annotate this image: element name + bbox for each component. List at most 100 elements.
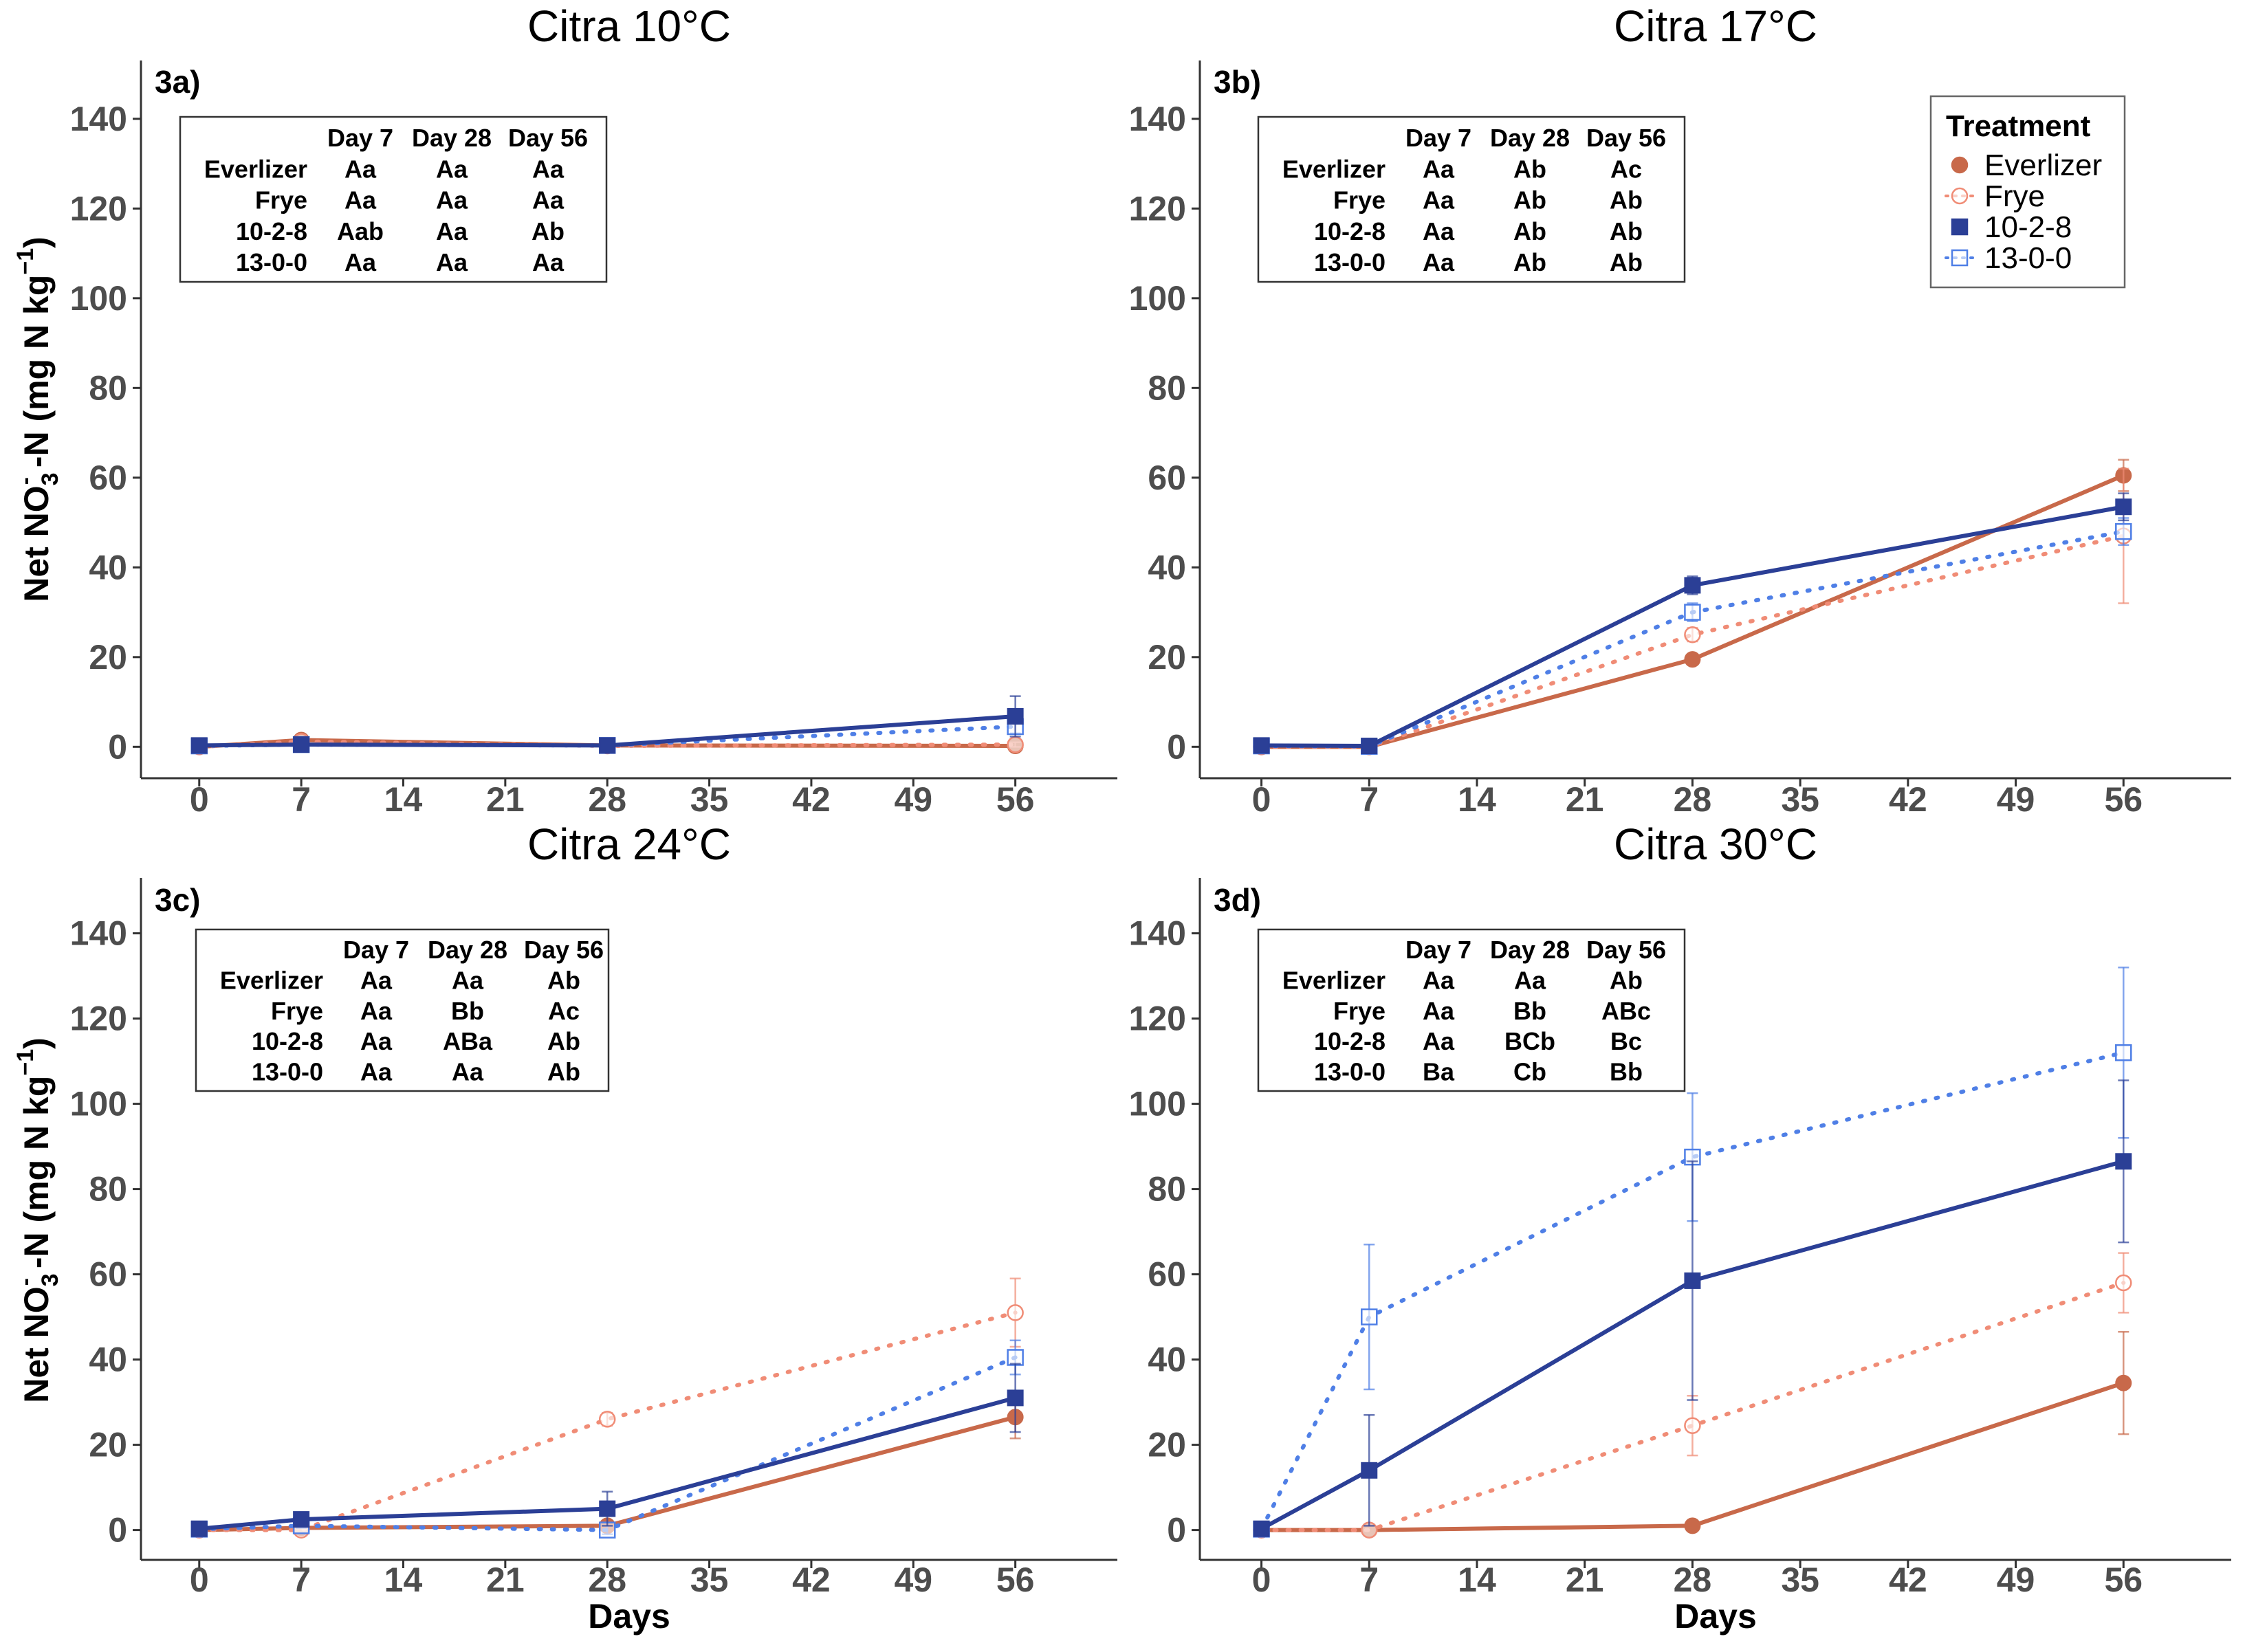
table-row-label: 13-0-0 bbox=[1314, 248, 1386, 276]
data-point bbox=[1684, 1517, 1701, 1534]
data-point bbox=[1684, 626, 1701, 643]
data-point bbox=[2115, 1274, 2132, 1292]
series-line bbox=[197, 1355, 1018, 1532]
x-tick-label: 56 bbox=[996, 780, 1035, 819]
x-axis-label: Days bbox=[1674, 1597, 1757, 1636]
table-cell: Bb bbox=[451, 997, 484, 1025]
series-10-2-8 bbox=[190, 1363, 1024, 1537]
table-header: Day 28 bbox=[428, 936, 507, 964]
x-tick-label: 14 bbox=[384, 780, 423, 819]
series-line bbox=[1259, 1281, 2126, 1532]
y-tick-label: 120 bbox=[70, 189, 127, 228]
table-row-label: Everlizer bbox=[1282, 966, 1386, 994]
data-point bbox=[1684, 604, 1701, 621]
y-tick-label: 120 bbox=[70, 1000, 127, 1038]
x-tick-label: 56 bbox=[2104, 1561, 2143, 1599]
data-point bbox=[1684, 1272, 1701, 1289]
data-point bbox=[1361, 738, 1378, 755]
table-cell: Ab bbox=[1513, 155, 1546, 183]
y-tick-label: 120 bbox=[1129, 1000, 1186, 1038]
x-tick-label: 0 bbox=[190, 780, 209, 819]
data-point bbox=[1007, 1304, 1024, 1321]
y-tick-label: 100 bbox=[1129, 1085, 1186, 1123]
table-cell: Aa bbox=[1423, 217, 1455, 245]
y-tick-label: 20 bbox=[89, 1426, 127, 1464]
data-point bbox=[190, 737, 208, 754]
table-cell: Aa bbox=[360, 966, 393, 994]
table-cell: Ab bbox=[547, 1057, 580, 1086]
y-tick-label: 40 bbox=[89, 1341, 127, 1379]
table-header: Day 56 bbox=[1586, 936, 1666, 964]
table-cell: Aa bbox=[360, 1057, 393, 1086]
legend-item-10-2-8: 10-2-8 bbox=[1951, 210, 2072, 244]
table-cell: ABc bbox=[1601, 997, 1651, 1025]
y-tick-label: 140 bbox=[1129, 100, 1186, 138]
data-point bbox=[1007, 1389, 1024, 1407]
data-point bbox=[190, 1520, 208, 1537]
series-line bbox=[1259, 505, 2126, 749]
table-header: Day 7 bbox=[1405, 124, 1471, 152]
x-tick-label: 14 bbox=[1458, 1561, 1496, 1599]
table-row-label: Frye bbox=[1333, 186, 1386, 214]
legend-item-everlizer: Everlizer bbox=[1951, 148, 2102, 182]
table-row-label: 10-2-8 bbox=[1314, 217, 1386, 245]
table-cell: Aa bbox=[344, 155, 377, 183]
series-line bbox=[197, 714, 1018, 748]
y-tick-label: 20 bbox=[89, 638, 127, 676]
x-tick-label: 0 bbox=[190, 1561, 209, 1599]
y-tick-label: 0 bbox=[1167, 1511, 1186, 1550]
y-tick-label: 60 bbox=[89, 1255, 127, 1294]
table-cell: Ab bbox=[1513, 217, 1546, 245]
legend-marker bbox=[1951, 249, 1969, 267]
table-row-label: Everlizer bbox=[204, 155, 307, 183]
data-point bbox=[293, 736, 310, 753]
panel-title: Citra 30°C bbox=[1614, 819, 1817, 869]
table-cell: Cb bbox=[1513, 1057, 1546, 1086]
table-header: Day 7 bbox=[1405, 936, 1471, 964]
table-cell: Aa bbox=[360, 1027, 393, 1055]
x-tick-label: 42 bbox=[792, 1561, 831, 1599]
table-cell: Aa bbox=[344, 186, 377, 214]
legend-marker bbox=[1951, 156, 1969, 174]
x-tick-label: 28 bbox=[588, 1561, 626, 1599]
x-tick-label: 42 bbox=[1889, 780, 1927, 819]
table-cell: Aa bbox=[436, 186, 468, 214]
table-cell: Ac bbox=[548, 997, 580, 1025]
table-cell: Aa bbox=[1423, 155, 1455, 183]
table-row-label: 10-2-8 bbox=[1314, 1027, 1386, 1055]
x-tick-label: 56 bbox=[996, 1561, 1035, 1599]
panel-title: Citra 17°C bbox=[1614, 1, 1817, 51]
panel-label: 3a) bbox=[155, 64, 200, 100]
x-tick-label: 7 bbox=[292, 780, 311, 819]
data-point bbox=[2115, 522, 2132, 540]
table-row-label: 13-0-0 bbox=[236, 248, 307, 276]
panel-title: Citra 24°C bbox=[527, 819, 731, 869]
x-tick-label: 0 bbox=[1252, 780, 1271, 819]
table-cell: Ab bbox=[1610, 186, 1643, 214]
table-cell: Ab bbox=[1513, 186, 1546, 214]
series-line bbox=[1259, 1159, 2126, 1531]
table-cell: Aa bbox=[532, 248, 565, 276]
table-frame bbox=[179, 115, 608, 283]
table-cell: Aab bbox=[337, 217, 384, 245]
y-tick-label: 20 bbox=[1148, 1426, 1186, 1464]
panel-3c: Citra 24°C 0 20 40 60 80 100 120 140 0 7 14 21 28 35 42… bbox=[12, 819, 1117, 1636]
y-tick-label: 80 bbox=[1148, 368, 1186, 407]
y-tick-label: 0 bbox=[108, 727, 127, 766]
y-tick-label: 140 bbox=[70, 914, 127, 953]
x-tick-label: 28 bbox=[1674, 1561, 1712, 1599]
table-header: Day 28 bbox=[412, 124, 492, 152]
table-cell: Aa bbox=[1423, 966, 1455, 994]
table-cell: Bb bbox=[1513, 997, 1546, 1025]
x-tick-label: 28 bbox=[1674, 780, 1712, 819]
x-tick-label: 35 bbox=[690, 1561, 729, 1599]
table-cell: Ab bbox=[547, 966, 580, 994]
y-tick-label: 60 bbox=[89, 459, 127, 497]
y-tick-label: 40 bbox=[89, 548, 127, 586]
y-tick-label: 40 bbox=[1148, 1341, 1186, 1379]
table-cell: Aa bbox=[532, 155, 565, 183]
x-tick-label: 0 bbox=[1252, 1561, 1271, 1599]
x-tick-label: 21 bbox=[1566, 780, 1604, 819]
legend-label: Everlizer bbox=[1984, 148, 2102, 182]
